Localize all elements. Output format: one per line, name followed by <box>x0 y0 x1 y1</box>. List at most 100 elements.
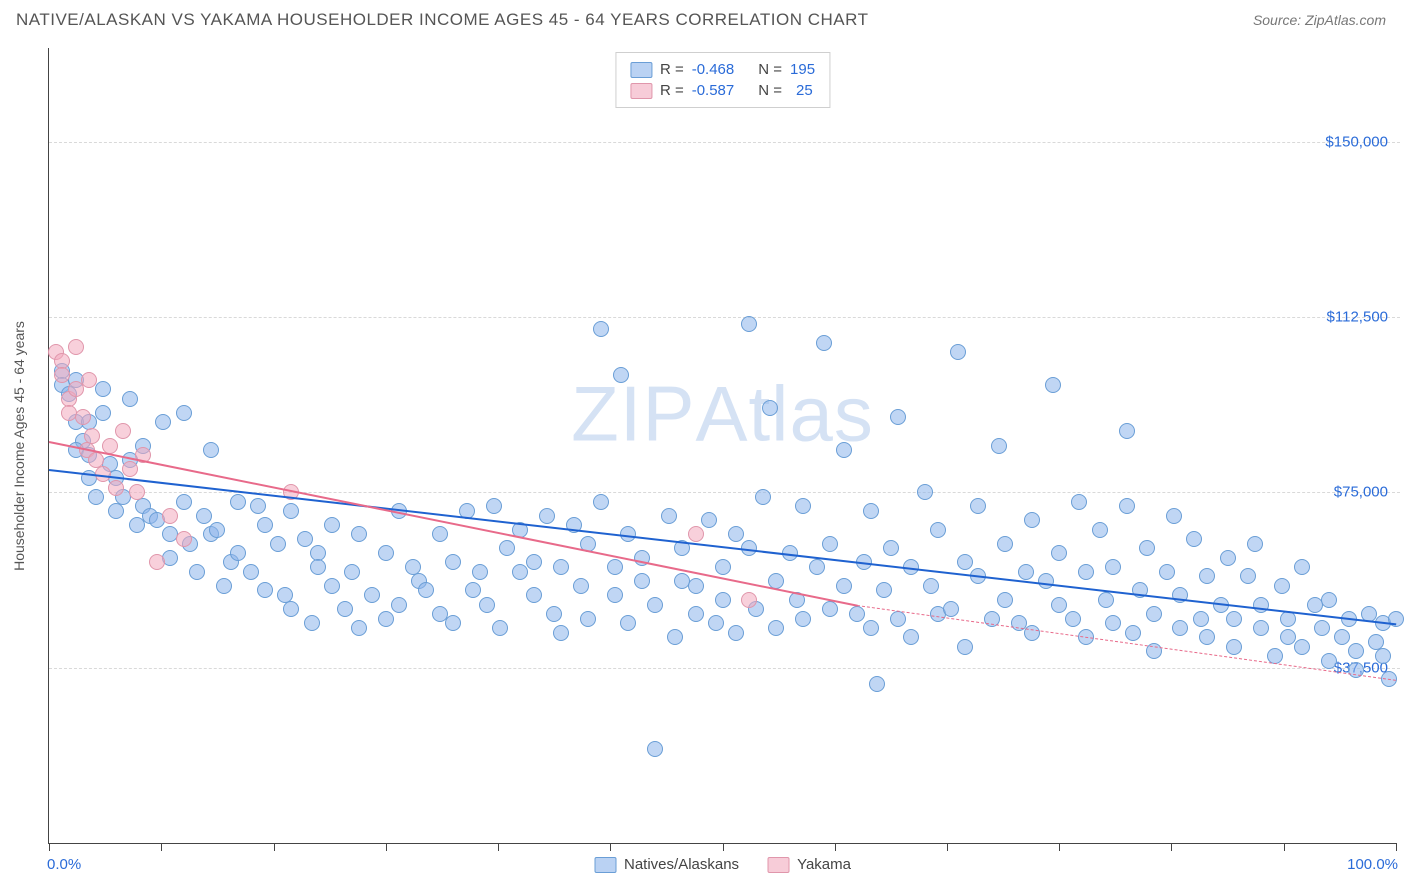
data-point <box>499 540 515 556</box>
data-point <box>351 620 367 636</box>
data-point <box>1119 423 1135 439</box>
legend-item-yakama: Yakama <box>767 856 851 873</box>
data-point <box>809 559 825 575</box>
data-point <box>75 409 91 425</box>
data-point <box>472 564 488 580</box>
data-point <box>997 536 1013 552</box>
data-point <box>1199 629 1215 645</box>
data-point <box>283 601 299 617</box>
data-point <box>129 484 145 500</box>
data-point <box>593 321 609 337</box>
data-point <box>1092 522 1108 538</box>
trend-line <box>49 441 858 607</box>
data-point <box>1334 629 1350 645</box>
data-point <box>88 489 104 505</box>
data-point <box>1220 550 1236 566</box>
data-point <box>930 522 946 538</box>
data-point <box>149 554 165 570</box>
data-point <box>1186 531 1202 547</box>
data-point <box>337 601 353 617</box>
data-point <box>344 564 360 580</box>
data-point <box>54 367 70 383</box>
data-point <box>162 508 178 524</box>
data-point <box>708 615 724 631</box>
data-point <box>755 489 771 505</box>
data-point <box>1018 564 1034 580</box>
data-point <box>795 611 811 627</box>
data-point <box>1274 578 1290 594</box>
data-point <box>688 606 704 622</box>
data-point <box>950 344 966 360</box>
data-point <box>1078 564 1094 580</box>
data-point <box>836 442 852 458</box>
data-point <box>257 517 273 533</box>
data-point <box>432 526 448 542</box>
data-point <box>81 372 97 388</box>
data-point <box>607 559 623 575</box>
plot-area: ZIPAtlas Householder Income Ages 45 - 64… <box>48 48 1396 844</box>
data-point <box>580 611 596 627</box>
data-point <box>822 601 838 617</box>
legend-item-natives: Natives/Alaskans <box>594 856 739 873</box>
x-axis-min-label: 0.0% <box>47 856 81 873</box>
data-point <box>869 676 885 692</box>
data-point <box>250 498 266 514</box>
data-point <box>1321 653 1337 669</box>
data-point <box>890 409 906 425</box>
data-point <box>1105 559 1121 575</box>
data-point <box>741 592 757 608</box>
r-label: R = <box>660 61 684 78</box>
data-point <box>1038 573 1054 589</box>
data-point <box>1226 639 1242 655</box>
data-point <box>715 592 731 608</box>
data-point <box>351 526 367 542</box>
data-point <box>1105 615 1121 631</box>
data-point <box>479 597 495 613</box>
x-tick <box>835 843 836 851</box>
data-point <box>1247 536 1263 552</box>
data-point <box>1321 592 1337 608</box>
data-point <box>1294 559 1310 575</box>
data-point <box>1226 611 1242 627</box>
data-point <box>270 536 286 552</box>
data-point <box>728 526 744 542</box>
n-value-yakama: 25 <box>790 82 813 99</box>
data-point <box>890 611 906 627</box>
data-point <box>1119 498 1135 514</box>
data-point <box>1024 625 1040 641</box>
y-tick-label: $75,000 <box>1334 484 1388 501</box>
x-tick <box>610 843 611 851</box>
data-point <box>923 578 939 594</box>
legend-swatch-yakama <box>630 83 652 99</box>
gridline <box>49 668 1400 669</box>
data-point <box>1051 545 1067 561</box>
data-point <box>546 606 562 622</box>
y-tick-label: $112,500 <box>1327 308 1388 325</box>
data-point <box>688 578 704 594</box>
data-point <box>795 498 811 514</box>
data-point <box>876 582 892 598</box>
data-point <box>1071 494 1087 510</box>
data-point <box>997 592 1013 608</box>
data-point <box>647 597 663 613</box>
r-label: R = <box>660 82 684 99</box>
x-tick <box>1059 843 1060 851</box>
data-point <box>1166 508 1182 524</box>
data-point <box>68 339 84 355</box>
data-point <box>102 438 118 454</box>
data-point <box>324 578 340 594</box>
data-point <box>822 536 838 552</box>
legend-label: Yakama <box>797 856 851 873</box>
x-tick <box>274 843 275 851</box>
data-point <box>108 480 124 496</box>
data-point <box>1172 620 1188 636</box>
data-point <box>553 625 569 641</box>
x-tick <box>947 843 948 851</box>
data-point <box>297 531 313 547</box>
x-tick <box>1396 843 1397 851</box>
y-tick-label: $150,000 <box>1325 133 1388 150</box>
data-point <box>1024 512 1040 528</box>
x-tick <box>161 843 162 851</box>
gridline <box>49 317 1400 318</box>
x-axis-max-label: 100.0% <box>1347 856 1398 873</box>
